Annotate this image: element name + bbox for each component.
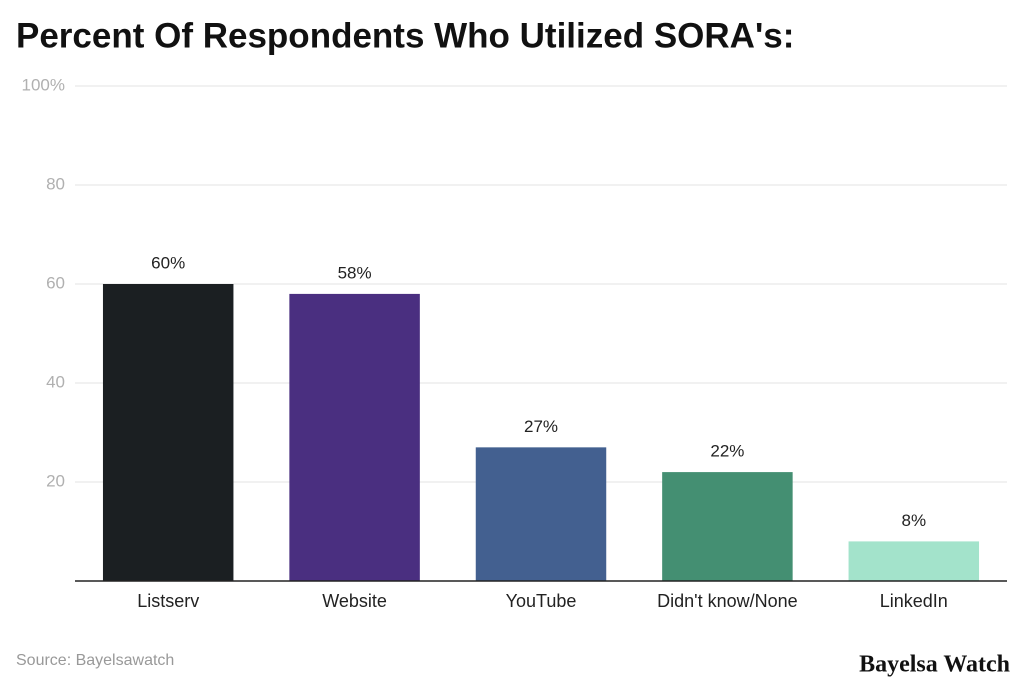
value-label: 60%: [151, 253, 185, 272]
value-label: 58%: [338, 263, 372, 282]
source: Source: Bayelsawatch: [16, 652, 174, 669]
chart-title: Percent Of Respondents Who Utilized SORA…: [16, 16, 794, 55]
value-label: 8%: [902, 511, 927, 530]
x-tick-label: Listserv: [137, 591, 199, 611]
x-tick-label: Didn't know/None: [657, 591, 798, 611]
bar: [848, 541, 980, 581]
bar: [289, 293, 420, 581]
bar: [662, 472, 793, 581]
value-label: 27%: [524, 417, 558, 436]
value-label: 22%: [710, 442, 744, 461]
y-tick-label: 100%: [22, 75, 65, 94]
watermark: Bayelsa Watch: [859, 652, 1010, 678]
y-tick-label: 40: [46, 372, 65, 391]
bar: [102, 284, 234, 581]
x-tick-label: YouTube: [506, 591, 577, 611]
y-tick-label: 20: [46, 471, 65, 490]
y-tick-label: 80: [46, 174, 65, 193]
bar: [475, 447, 607, 581]
y-tick-label: 60: [46, 273, 65, 292]
x-tick-label: LinkedIn: [880, 591, 948, 611]
x-tick-label: Website: [322, 591, 387, 611]
